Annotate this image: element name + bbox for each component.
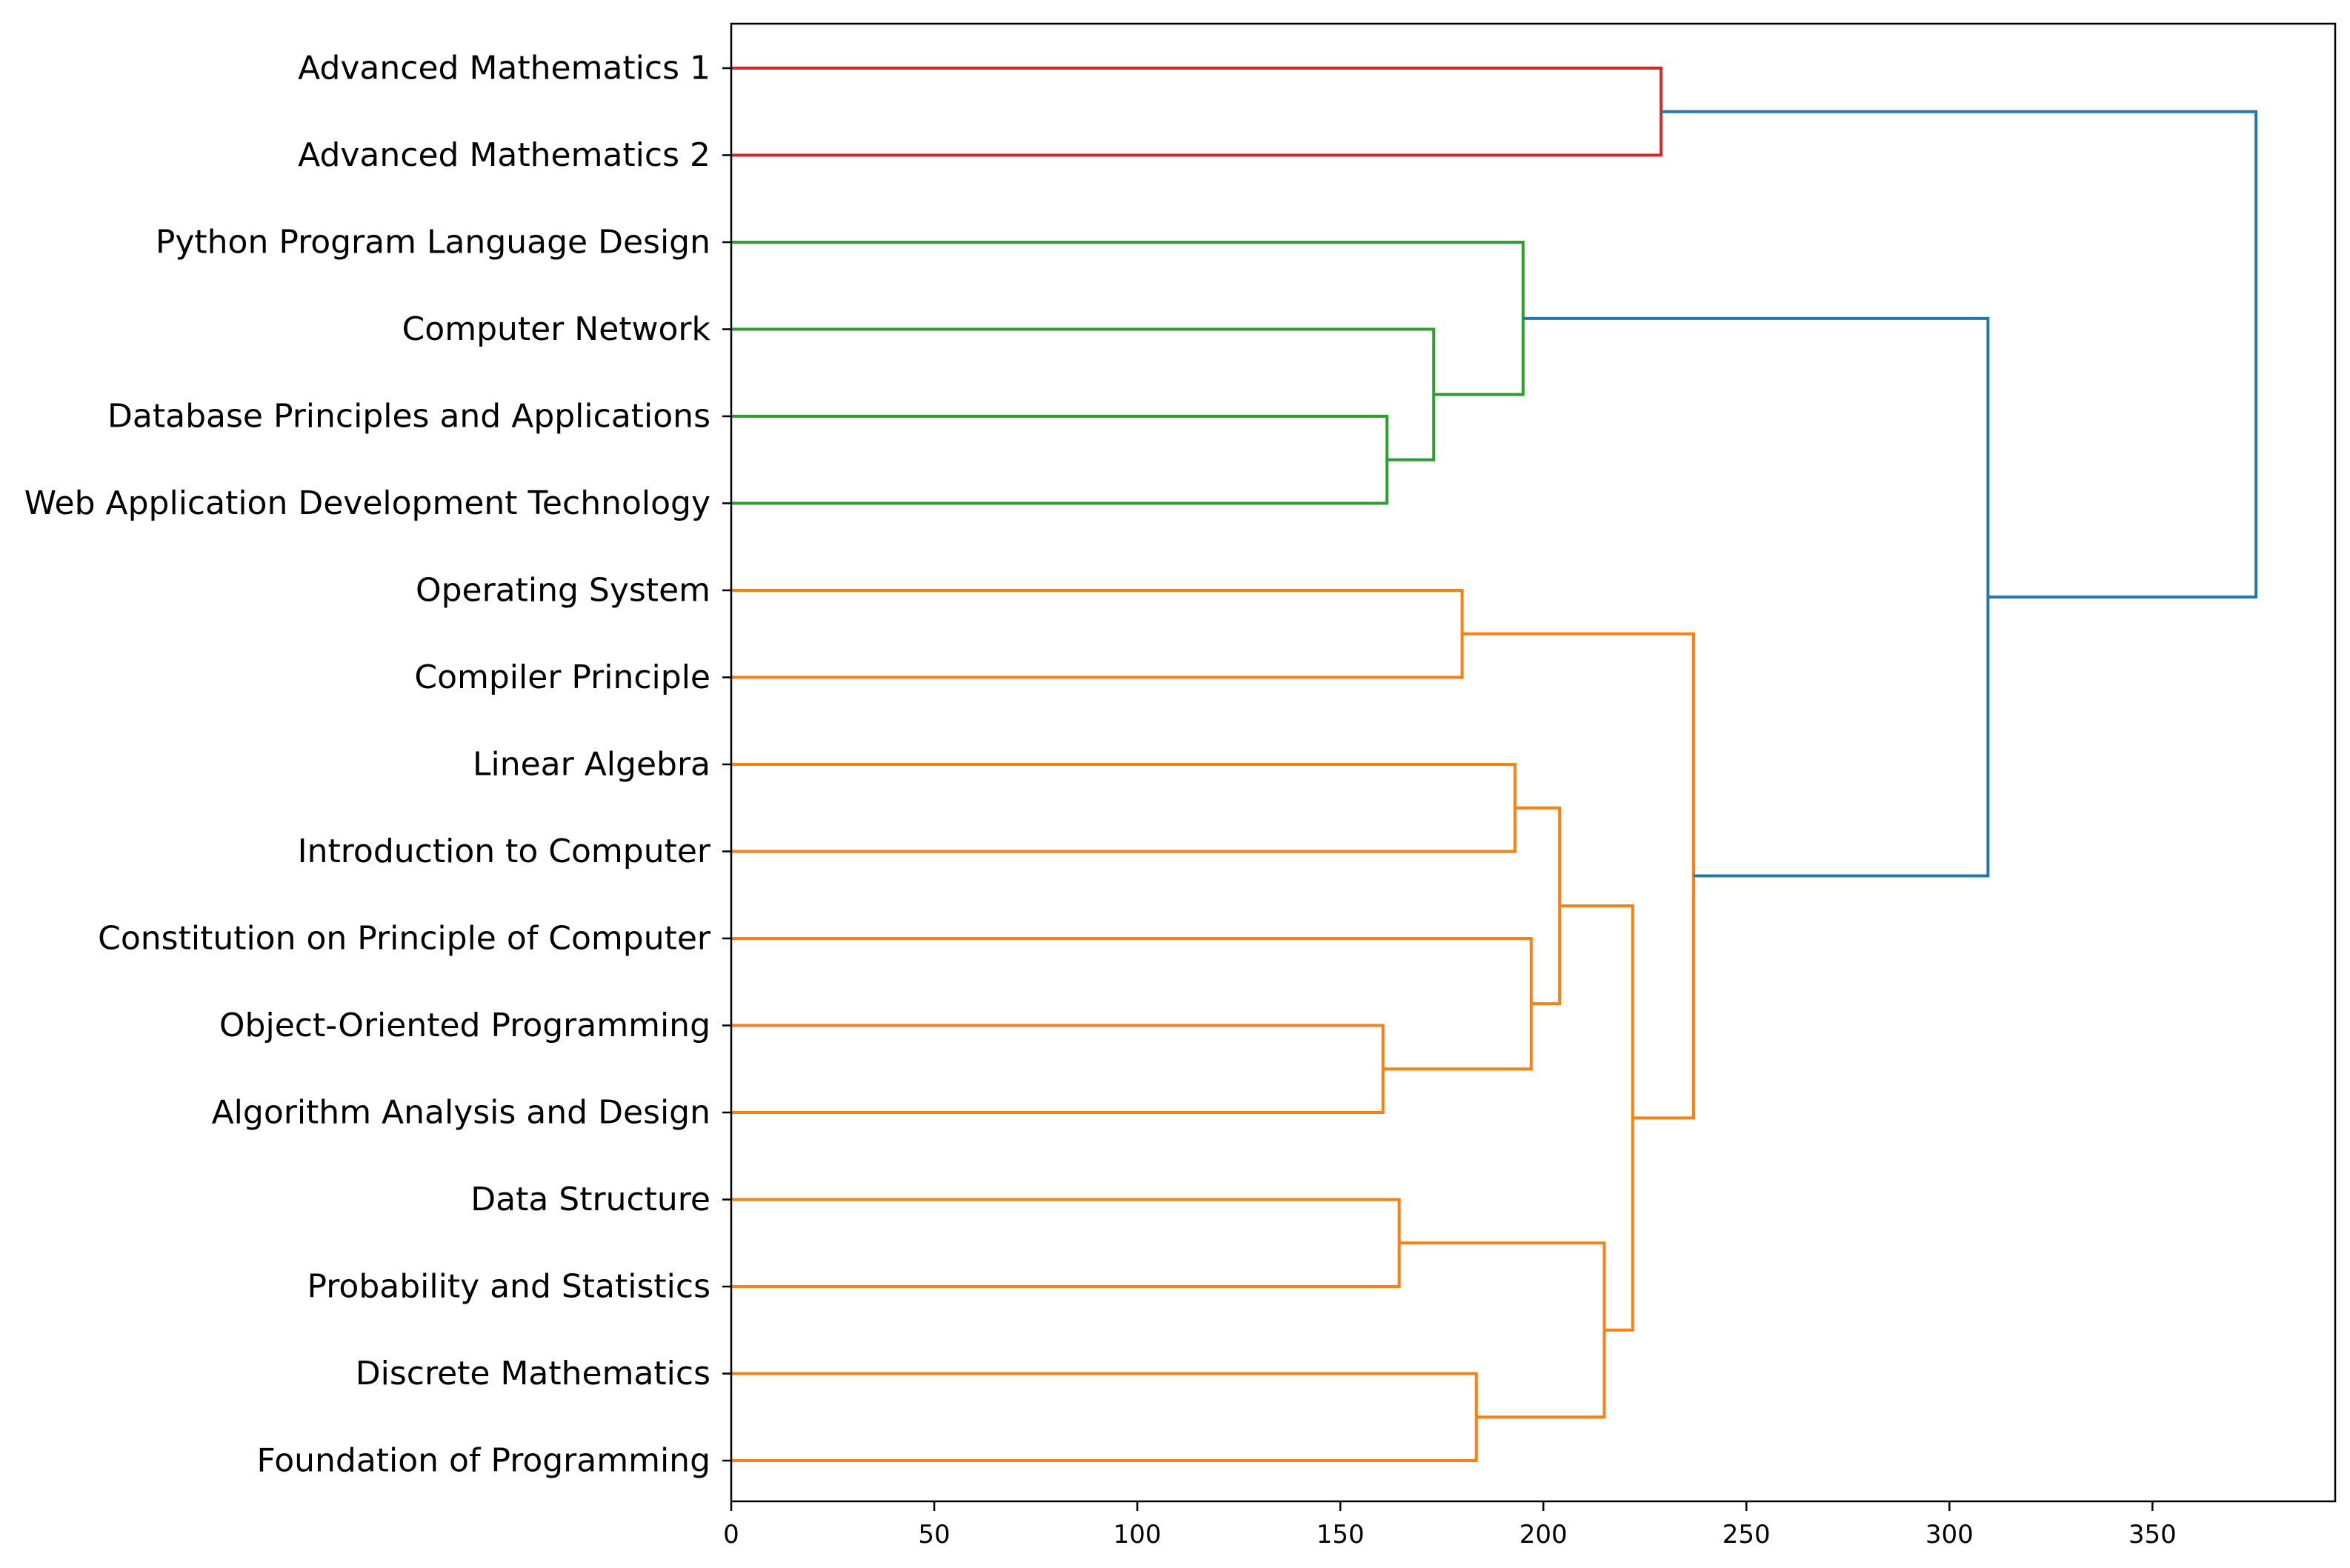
x-tick-label: 150 [1317,1520,1365,1549]
x-tick-label: 300 [1925,1520,1974,1549]
dendrogram-link-m3 [731,241,1525,396]
leaf-label: Introduction to Computer [298,833,711,870]
dendrogram-link-m11 [1399,1241,1606,1419]
leaf-label: Compiler Principle [414,658,710,696]
x-tick-label: 0 [723,1520,739,1549]
plot-area-frame [730,22,2337,1503]
dendrogram-link-m7 [731,937,1533,1071]
dendrogram-links [731,67,2258,1462]
leaf-label: Database Principles and Applications [107,398,710,436]
dendrogram-link-m0 [731,67,1663,157]
dendrogram-link-m13 [1462,632,1695,1120]
dendrogram-link-m4 [731,589,1464,679]
x-tick-label: 100 [1114,1520,1162,1549]
dendrogram-link-m15 [1661,110,2258,599]
leaf-label: Constitution on Principle of Computer [98,920,711,958]
dendrogram-link-m6 [731,1024,1385,1114]
dendrogram-link-m10 [731,1372,1478,1462]
leaf-label: Object-Oriented Programming [219,1007,710,1044]
dendrogram-link-m1 [731,415,1389,505]
dendrogram-link-m5 [731,763,1517,853]
leaf-label: Advanced Mathematics 1 [298,50,710,87]
dendrogram-link-m9 [731,1198,1401,1288]
dendrogram-link-m14 [1522,316,1990,878]
x-tick-label: 250 [1722,1520,1771,1549]
leaf-label: Probability and Statistics [307,1268,710,1306]
dendrogram-link-m12 [1560,904,1634,1332]
x-tick-label: 50 [918,1520,950,1549]
leaf-label: Python Program Language Design [156,224,710,261]
leaf-label: Advanced Mathematics 2 [298,136,710,174]
leaf-label: Linear Algebra [473,746,710,784]
leaf-label: Computer Network [402,310,711,348]
leaf-label: Algorithm Analysis and Design [212,1094,710,1132]
x-tick-label: 350 [2128,1520,2177,1549]
dendrogram-link-m8 [1514,806,1562,1006]
leaf-label: Foundation of Programming [256,1442,710,1480]
leaf-labels: Advanced Mathematics 1 Advanced Mathemati… [24,50,731,1480]
leaf-label: Discrete Mathematics [356,1355,710,1392]
leaf-label: Operating System [416,572,710,610]
x-tick-label: 200 [1519,1520,1568,1549]
dendrogram-link-m2 [731,327,1436,461]
x-axis-ticks: 0 50 100 150 200 250 300 350 [723,1501,2177,1549]
leaf-label: Data Structure [470,1181,710,1218]
leaf-label: Web Application Development Technology [24,484,710,522]
